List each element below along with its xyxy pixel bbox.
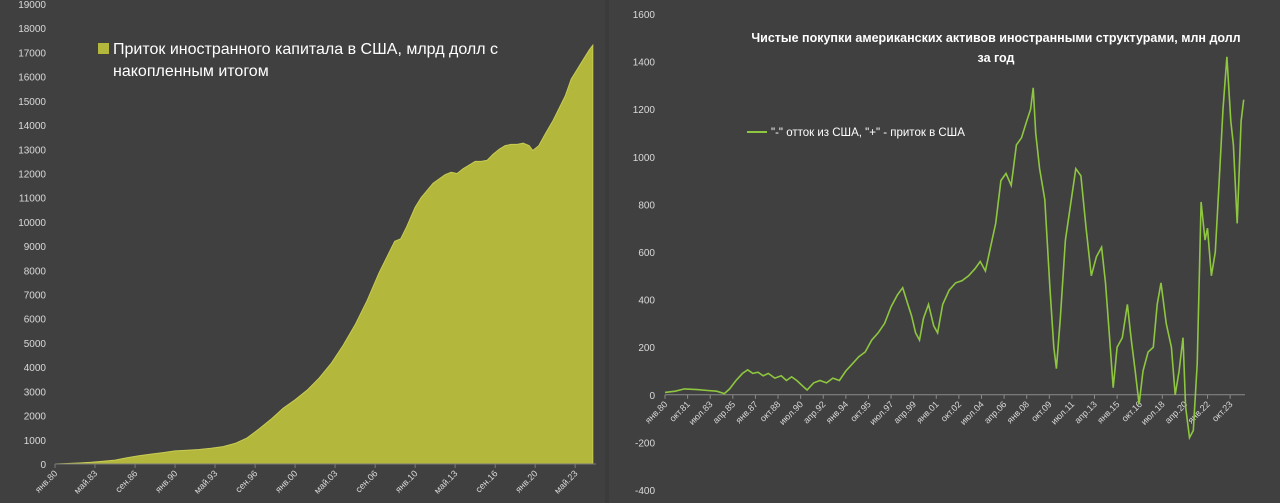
right-x-tick-label: янв.22	[1186, 399, 1212, 425]
left-y-tick-label: 11000	[19, 194, 47, 205]
left-legend: Приток иностранного капитала в США, млрд…	[98, 41, 498, 80]
left-x-tick-label: сен.16	[473, 468, 499, 494]
left-y-tick-label: 5000	[24, 339, 47, 350]
right-x-tick-label: янв.80	[643, 399, 669, 425]
right-x-tick-label: янв.15	[1095, 399, 1121, 425]
net-purchases-chart: -400 -200 0 200 400 600 800 1000 1200 1400 1600 ян…	[633, 10, 1245, 497]
right-title: Чистые покупки американских активов инос…	[751, 31, 1240, 65]
left-x-tick-label: янв.20	[513, 468, 539, 494]
left-y-tick-label: 1000	[24, 436, 47, 447]
right-y-axis: -400 -200 0 200 400 600 800 1000 1200 1400 1600	[633, 10, 656, 497]
right-x-tick-label: июл.11	[1049, 399, 1076, 426]
left-x-tick-label: май.93	[192, 468, 219, 495]
right-x-tick-label: янв.08	[1005, 399, 1031, 425]
left-y-axis: 0 1000 2000 3000 4000 5000 6000 7000 8000 9000 100…	[18, 0, 46, 471]
right-y-tick-label: -400	[635, 486, 655, 497]
left-legend-line-1: Приток иностранного капитала в США, млрд…	[113, 41, 498, 58]
right-y-tick-label: -200	[635, 438, 655, 449]
left-y-tick-label: 9000	[24, 242, 47, 253]
left-y-tick-label: 2000	[24, 412, 47, 423]
left-y-tick-label: 7000	[24, 291, 47, 302]
left-y-tick-label: 17000	[18, 48, 46, 59]
left-x-tick-label: май.13	[432, 468, 459, 495]
right-x-tick-label: апр.99	[892, 399, 918, 425]
right-x-tick-label: янв.01	[914, 399, 940, 425]
right-x-tick-label: апр.85	[711, 399, 737, 425]
right-x-tick-label: июл.18	[1139, 399, 1167, 427]
right-x-tick-label: апр.92	[801, 399, 827, 425]
cumulative-inflow-chart: 0 1000 2000 3000 4000 5000 6000 7000 8000 9000 100…	[18, 0, 596, 496]
right-x-tick-label: апр.06	[982, 399, 1008, 425]
left-y-tick-label: 6000	[24, 315, 47, 326]
left-y-tick-label: 14000	[18, 121, 46, 132]
left-y-tick-label: 4000	[24, 363, 47, 374]
right-y-tick-label: 400	[638, 296, 655, 307]
right-title-line-2: за год	[978, 51, 1015, 65]
right-x-tick-label: июл.97	[868, 399, 896, 427]
right-y-tick-label: 0	[649, 391, 655, 402]
left-x-tick-label: май.83	[72, 468, 99, 495]
left-x-tick-label: сен.96	[233, 468, 259, 494]
left-chart-panel: 0 1000 2000 3000 4000 5000 6000 7000 8000 9000 100…	[0, 0, 605, 503]
left-x-tick-label: сен.86	[113, 468, 139, 494]
left-legend-swatch	[98, 43, 109, 54]
right-x-tick-label: янв.87	[734, 399, 760, 425]
cumulative-inflow-area	[54, 43, 594, 465]
right-x-tick-label: окт.23	[1210, 399, 1235, 424]
right-y-tick-label: 1200	[633, 105, 656, 116]
right-x-tick-label: июл.90	[777, 399, 805, 427]
right-x-tick-label: янв.94	[824, 399, 850, 425]
right-y-tick-label: 600	[638, 248, 655, 259]
left-x-tick-label: янв.10	[393, 468, 419, 494]
right-x-axis: янв.80окт.81июл.83апр.85янв.87окт.88июл.…	[643, 394, 1235, 427]
left-y-tick-label: 8000	[24, 266, 47, 277]
left-y-tick-label: 3000	[24, 387, 47, 398]
left-y-tick-label: 0	[40, 460, 46, 471]
right-title-line-1: Чистые покупки американских активов инос…	[751, 31, 1240, 45]
right-x-tick-label: июл.83	[687, 399, 715, 427]
left-x-tick-label: май.23	[552, 468, 579, 495]
left-y-tick-label: 12000	[18, 169, 46, 180]
right-y-tick-label: 1000	[633, 153, 656, 164]
left-legend-line-2: накопленным итогом	[113, 63, 269, 80]
right-x-tick-label: июл.04	[958, 399, 986, 427]
left-x-tick-label: май.03	[312, 468, 339, 495]
net-purchases-line	[664, 56, 1245, 441]
left-x-tick-label: янв.00	[273, 468, 299, 494]
right-x-tick-label: апр.13	[1072, 399, 1098, 425]
right-legend-label: "-" отток из США, "+" - приток в США	[771, 127, 965, 139]
right-y-tick-label: 200	[638, 343, 655, 354]
left-y-tick-label: 19000	[18, 0, 46, 11]
left-x-axis: янв.80 май.83 сен.86 янв.90 май.93 сен.96 янв.…	[33, 464, 580, 496]
right-chart-panel: -400 -200 0 200 400 600 800 1000 1200 1400 1600 ян…	[609, 0, 1280, 503]
right-legend: "-" отток из США, "+" - приток в США	[747, 127, 965, 139]
left-y-tick-label: 18000	[18, 24, 46, 35]
left-y-tick-label: 16000	[18, 73, 46, 84]
right-y-tick-label: 800	[638, 200, 655, 211]
right-y-tick-label: 1600	[633, 10, 656, 21]
right-y-tick-label: 1400	[633, 58, 656, 69]
left-x-tick-label: сен.06	[353, 468, 379, 494]
left-y-tick-label: 13000	[18, 145, 46, 156]
left-x-tick-label: янв.80	[33, 468, 59, 494]
left-y-tick-label: 15000	[18, 97, 46, 108]
left-y-tick-label: 10000	[18, 218, 46, 229]
left-x-tick-label: янв.90	[153, 468, 179, 494]
